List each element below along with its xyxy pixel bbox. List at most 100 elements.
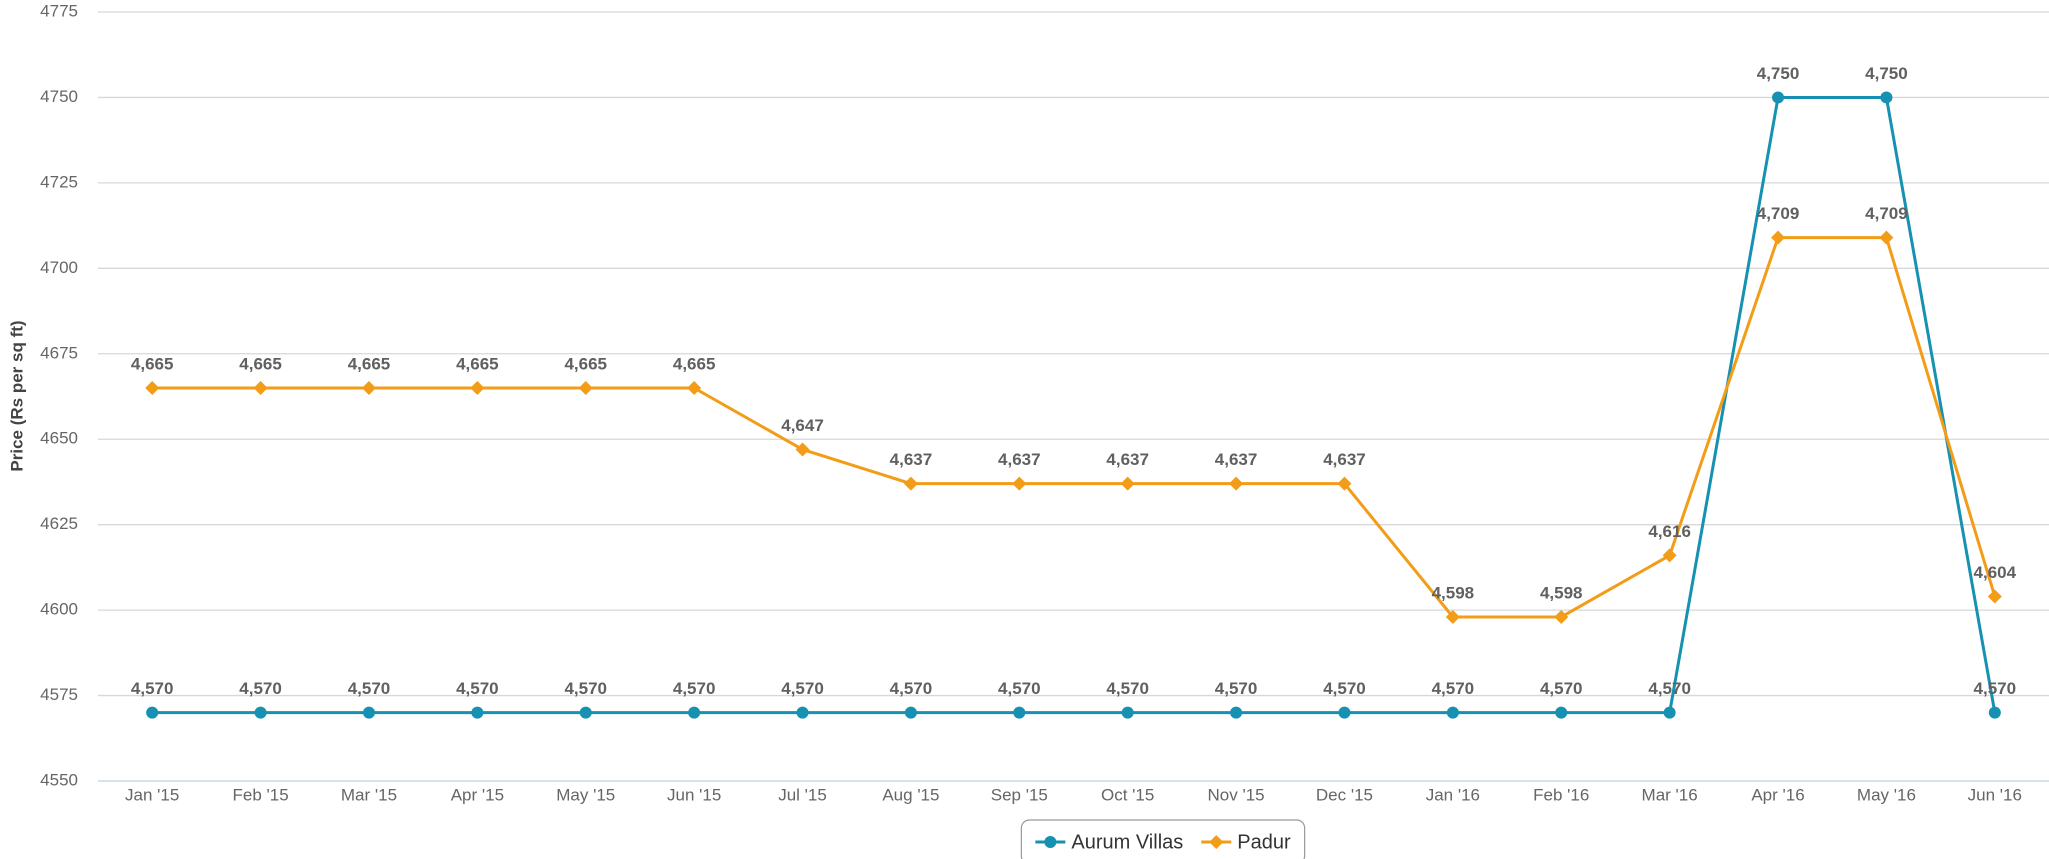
data-label: 4,637	[1106, 450, 1149, 469]
point	[1554, 609, 1569, 624]
x-tick-label: Oct '15	[1101, 785, 1154, 804]
point	[1338, 706, 1351, 719]
data-label: 4,598	[1540, 583, 1583, 602]
data-label: 4,665	[239, 354, 282, 373]
point	[1013, 706, 1026, 719]
point	[1120, 476, 1135, 491]
series	[152, 236, 1997, 619]
y-tick-label: 4625	[40, 514, 78, 533]
y-tick-label: 4650	[40, 429, 78, 448]
data-label: 4,709	[1757, 204, 1800, 223]
point	[1044, 836, 1057, 848]
data-label: 4,709	[1865, 204, 1908, 223]
data-label: 4,665	[673, 354, 716, 373]
data-label: 4,570	[456, 679, 499, 698]
legend-label: Aurum Villas	[1071, 831, 1183, 853]
point	[1230, 706, 1243, 719]
y-tick-label: 4550	[40, 770, 78, 789]
data-label: 4,570	[239, 679, 282, 698]
x-tick-label: Jun '16	[1968, 785, 2022, 804]
y-tick-label: 4750	[40, 87, 78, 106]
x-tick-label: Apr '16	[1751, 785, 1804, 804]
data-label: 4,750	[1757, 64, 1800, 83]
y-tick-label: 4675	[40, 343, 78, 362]
data-label: 4,570	[1215, 679, 1258, 698]
data-label: 4,647	[781, 416, 824, 435]
point	[904, 706, 917, 719]
data-label: 4,665	[348, 354, 391, 373]
data-label: 4,637	[1215, 450, 1258, 469]
point	[254, 706, 267, 719]
y-tick-label: 4600	[40, 600, 78, 619]
series-line	[152, 95, 1997, 715]
point	[1879, 230, 1894, 245]
x-tick-label: Jan '15	[125, 785, 179, 804]
y-tick-label: 4725	[40, 172, 78, 191]
data-label: 4,570	[890, 679, 933, 698]
data-label: 4,570	[131, 679, 174, 698]
x-tick-label: Mar '15	[341, 785, 397, 804]
x-tick-label: Feb '16	[1533, 785, 1589, 804]
point	[579, 706, 592, 719]
data-label: 4,637	[890, 450, 933, 469]
x-tick-label: Dec '15	[1316, 785, 1373, 804]
point	[1121, 706, 1134, 719]
data-label: 4,665	[131, 354, 174, 373]
point	[146, 706, 159, 719]
point	[1988, 706, 2001, 719]
data-label: 4,570	[348, 679, 391, 698]
data-label: 4,570	[673, 679, 716, 698]
data-label: 4,637	[998, 450, 1041, 469]
x-tick-label: Apr '15	[451, 785, 504, 804]
legend-label: Padur	[1237, 831, 1291, 853]
data-label: 4,665	[456, 354, 499, 373]
data-label: 4,570	[1432, 679, 1475, 698]
x-tick-label: Mar '16	[1642, 785, 1698, 804]
x-tick-label: Feb '15	[232, 785, 288, 804]
data-label: 4,637	[1323, 450, 1366, 469]
x-tick-label: Jul '15	[778, 785, 827, 804]
y-tick-label: 4775	[40, 1, 78, 20]
point	[903, 476, 918, 491]
data-label: 4,570	[564, 679, 607, 698]
point	[1987, 589, 2002, 604]
point	[795, 442, 810, 457]
data-label: 4,750	[1865, 64, 1908, 83]
y-tick-label: 4575	[40, 685, 78, 704]
data-label: 4,598	[1432, 583, 1475, 602]
point	[361, 380, 376, 395]
point	[687, 380, 702, 395]
data-label: 4,570	[1540, 679, 1583, 698]
y-axis-title: Price (Rs per sq ft)	[7, 320, 26, 471]
point	[688, 706, 701, 719]
point	[1771, 230, 1786, 245]
point	[362, 706, 375, 719]
data-label: 4,570	[998, 679, 1041, 698]
x-tick-label: Sep '15	[991, 785, 1048, 804]
x-tick-label: Nov '15	[1208, 785, 1265, 804]
x-tick-label: Aug '15	[882, 785, 939, 804]
point	[470, 380, 485, 395]
data-label: 4,570	[1648, 679, 1691, 698]
x-tick-label: Jan '16	[1426, 785, 1480, 804]
point	[1012, 476, 1027, 491]
data-label: 4,570	[1323, 679, 1366, 698]
point	[253, 380, 268, 395]
point	[145, 380, 160, 395]
point	[1555, 706, 1568, 719]
x-tick-label: May '16	[1857, 785, 1916, 804]
y-tick-label: 4700	[40, 258, 78, 277]
series	[152, 95, 1997, 715]
point	[796, 706, 809, 719]
x-tick-label: May '15	[556, 785, 615, 804]
legend-box	[1020, 819, 1306, 859]
point	[578, 380, 593, 395]
point	[1229, 476, 1244, 491]
legend: Aurum Villas Padur	[1020, 819, 1306, 859]
data-label: 4,616	[1648, 522, 1691, 541]
point	[1337, 476, 1352, 491]
point	[1446, 706, 1459, 719]
point	[1663, 706, 1676, 719]
series-line	[152, 236, 1997, 619]
